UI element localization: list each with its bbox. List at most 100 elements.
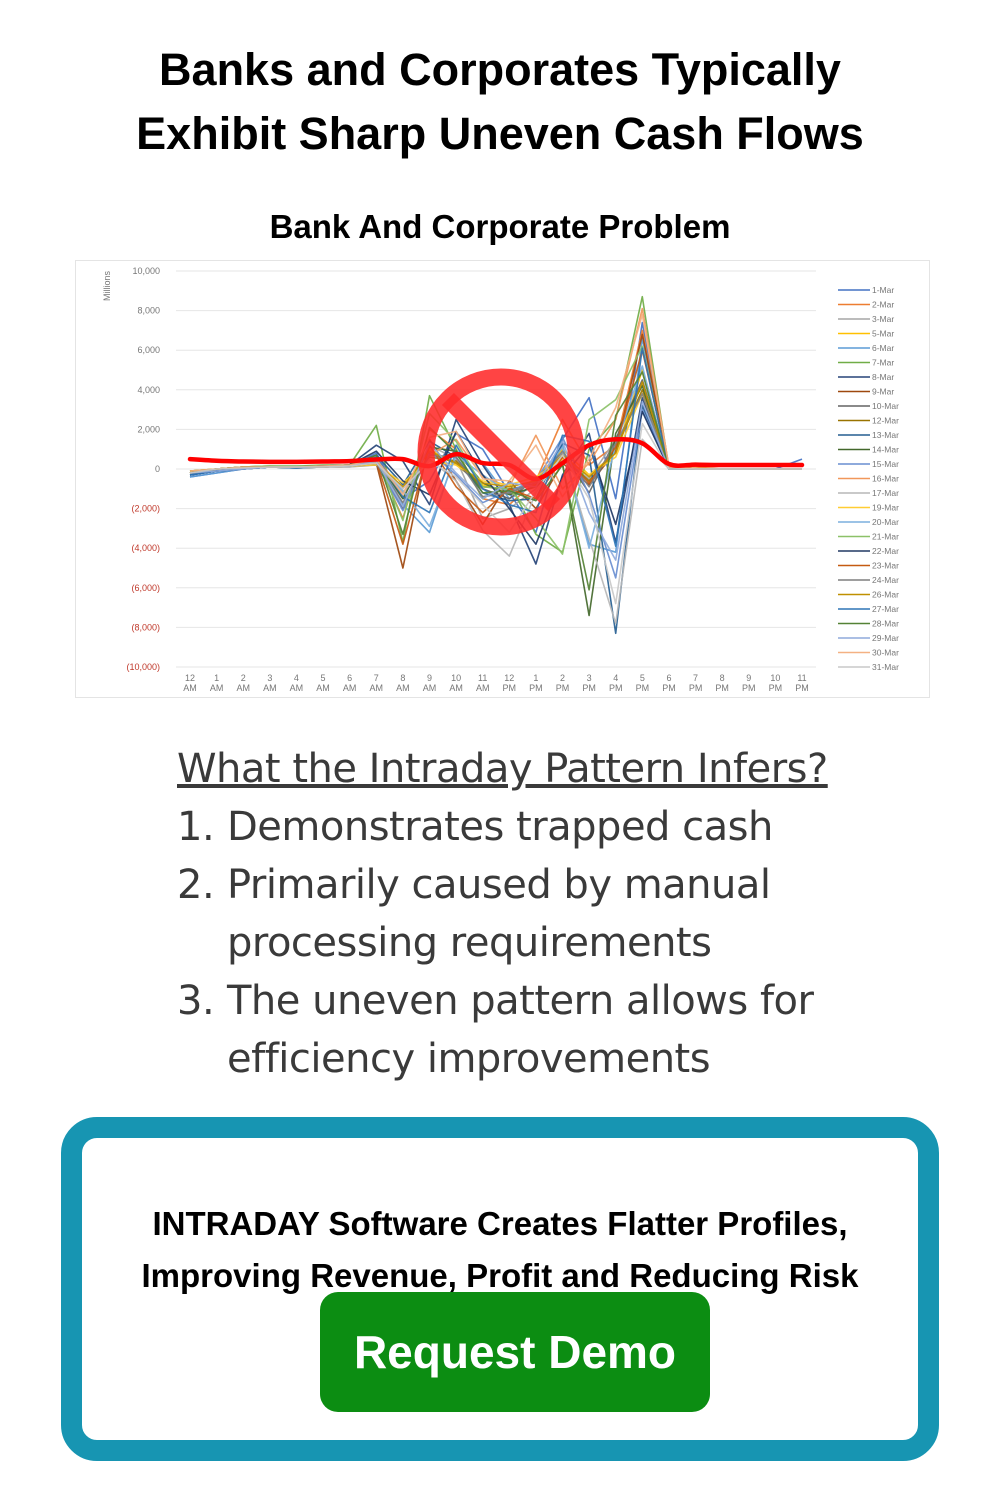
- x-tick-label: PM: [715, 683, 729, 693]
- y-tick-label: (8,000): [131, 622, 160, 632]
- legend-label: 10-Mar: [872, 401, 899, 411]
- y-tick-label: 10,000: [132, 266, 160, 276]
- legend-label: 27-Mar: [872, 604, 899, 614]
- y-tick-label: (6,000): [131, 583, 160, 593]
- x-tick-label: PM: [609, 683, 623, 693]
- x-tick-label: 12: [185, 673, 195, 683]
- x-tick-label: 7: [374, 673, 379, 683]
- cta-line-2: Improving Revenue, Profit and Reducing R…: [141, 1257, 859, 1294]
- x-tick-label: 1: [214, 673, 219, 683]
- inference-text: Demonstrates trapped cash: [227, 804, 773, 850]
- x-tick-label: 1: [533, 673, 538, 683]
- x-tick-label: 2: [560, 673, 565, 683]
- inference-text-continued: processing requirements: [227, 920, 712, 966]
- x-tick-label: AM: [370, 683, 384, 693]
- x-tick-label: 11: [478, 673, 487, 683]
- x-tick-label: AM: [210, 683, 224, 693]
- y-tick-label: 2,000: [137, 424, 160, 434]
- legend-label: 31-Mar: [872, 662, 899, 672]
- x-tick-label: PM: [582, 683, 596, 693]
- x-tick-label: PM: [689, 683, 703, 693]
- x-tick-label: 9: [746, 673, 751, 683]
- legend-label: 9-Mar: [872, 387, 894, 397]
- cta-line-1: INTRADAY Software Creates Flatter Profil…: [152, 1205, 848, 1242]
- cash-flow-chart: Millions 10,000 8,000 6,000 4,000 2,000 0 (2,0…: [75, 260, 930, 698]
- inference-title: What the Intraday Pattern Infers?: [177, 746, 828, 792]
- legend-label: 14-Mar: [872, 445, 899, 455]
- x-tick-label: AM: [396, 683, 410, 693]
- x-tick-label: 6: [666, 673, 671, 683]
- x-tick-label: AM: [343, 683, 357, 693]
- inference-number: 3.: [177, 978, 215, 1024]
- y-tick-label: (4,000): [131, 543, 160, 553]
- legend-label: 16-Mar: [872, 474, 899, 484]
- chart-heading: Bank And Corporate Problem: [269, 208, 731, 245]
- x-tick-label: PM: [769, 683, 783, 693]
- y-axis-label: Millions: [102, 270, 112, 301]
- inference-item-1: 1. Demonstrates trapped cash: [177, 798, 877, 856]
- inference-number: 2.: [177, 862, 215, 908]
- legend-label: 26-Mar: [872, 590, 899, 600]
- legend-label: 21-Mar: [872, 532, 899, 542]
- overlay-trend-curve: [187, 436, 805, 482]
- x-tick-label: 11: [797, 673, 806, 683]
- x-tick-label: 3: [587, 673, 592, 683]
- legend-label: 12-Mar: [872, 416, 899, 426]
- legend-label: 29-Mar: [872, 633, 899, 643]
- legend-label: 8-Mar: [872, 372, 894, 382]
- x-tick-label: 12: [504, 673, 514, 683]
- series-lines: [189, 295, 803, 635]
- x-tick-label: PM: [662, 683, 676, 693]
- inference-text-continued: efficiency improvements: [227, 1036, 711, 1082]
- legend-label: 28-Mar: [872, 619, 899, 629]
- legend-label: 17-Mar: [872, 488, 899, 498]
- legend-label: 24-Mar: [872, 575, 899, 585]
- x-tick-label: AM: [263, 683, 277, 693]
- x-tick-label: 5: [321, 673, 326, 683]
- x-tick-label: 5: [640, 673, 645, 683]
- overlay-layer: [187, 368, 805, 536]
- x-tick-label: 8: [400, 673, 405, 683]
- headline-line-2: Exhibit Sharp Uneven Cash Flows: [136, 108, 864, 159]
- legend-label: 23-Mar: [872, 561, 899, 571]
- cta-message: INTRADAY Software Creates Flatter Profil…: [82, 1198, 918, 1302]
- x-tick-label: AM: [476, 683, 490, 693]
- prohibition-icon: [417, 368, 585, 536]
- x-tick-label: AM: [423, 683, 437, 693]
- legend-label: 30-Mar: [872, 648, 899, 658]
- page-headline: Banks and Corporates Typically Exhibit S…: [0, 38, 1000, 166]
- legend-label: 13-Mar: [872, 430, 899, 440]
- legend-label: 20-Mar: [872, 517, 899, 527]
- legend-label: 5-Mar: [872, 329, 894, 339]
- series-line-5-Mar: [189, 369, 802, 494]
- grid-layer: [176, 270, 816, 668]
- legend-label: 3-Mar: [872, 314, 894, 324]
- x-tick-label: AM: [183, 683, 197, 693]
- x-tick-label: 2: [241, 673, 246, 683]
- x-tick-label: PM: [742, 683, 756, 693]
- x-tick-label: PM: [556, 683, 570, 693]
- inference-item-3: 3. The uneven pattern allows for efficie…: [177, 972, 877, 1088]
- x-tick-label: 8: [720, 673, 725, 683]
- y-tick-label: 4,000: [137, 385, 160, 395]
- chart-legend: 1-Mar 2-Mar 3-Mar 5-Mar 6-Mar 7-Mar 8-Mar 9-Mar…: [838, 285, 899, 672]
- x-tick-label: AM: [290, 683, 304, 693]
- legend-label: 15-Mar: [872, 459, 899, 469]
- legend-label: 7-Mar: [872, 358, 894, 368]
- x-tick-label: PM: [795, 683, 809, 693]
- x-tick-label: 4: [294, 673, 299, 683]
- y-tick-label: 8,000: [137, 306, 160, 316]
- x-tick-label: 4: [613, 673, 618, 683]
- x-tick-label: 7: [693, 673, 698, 683]
- prohibition-slash: [441, 392, 561, 512]
- inference-text: Primarily caused by manual: [227, 862, 771, 908]
- request-demo-button[interactable]: Request Demo: [320, 1292, 710, 1412]
- legend-label: 1-Mar: [872, 285, 894, 295]
- x-tick-label: AM: [316, 683, 330, 693]
- legend-label: 2-Mar: [872, 300, 894, 310]
- x-tick-label: 10: [770, 673, 780, 683]
- inference-item-2: 2. Primarily caused by manual processing…: [177, 856, 877, 972]
- pattern-inferences: What the Intraday Pattern Infers? 1. Dem…: [177, 740, 877, 1088]
- y-tick-label: 6,000: [137, 345, 160, 355]
- x-tick-label: 10: [451, 673, 461, 683]
